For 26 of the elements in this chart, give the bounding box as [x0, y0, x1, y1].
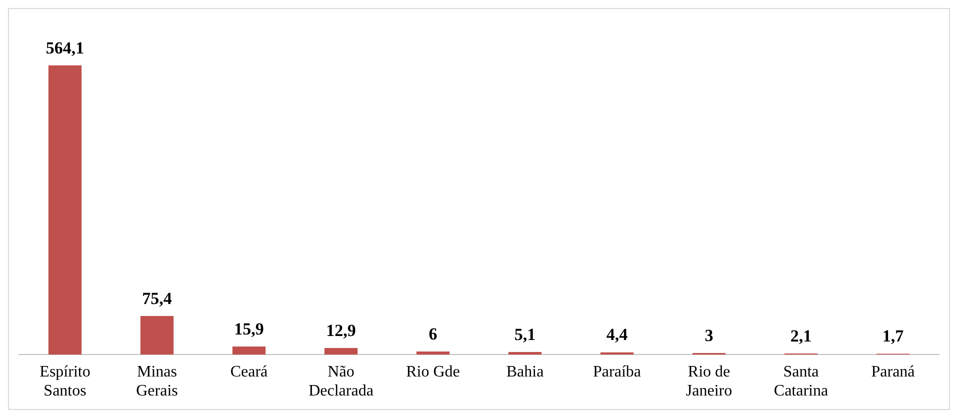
bar	[416, 352, 450, 355]
data-label: 4,4	[606, 325, 628, 344]
bar	[508, 352, 542, 355]
x-tick-label: Rio de Janeiro	[686, 363, 732, 400]
bar	[140, 316, 174, 355]
data-label: 75,4	[142, 288, 172, 308]
x-tick-label: Paraíba	[593, 363, 641, 380]
x-tick-label: Bahia	[506, 363, 544, 380]
data-label: 5,1	[514, 324, 536, 344]
bar	[324, 348, 358, 355]
data-label: 3	[704, 326, 714, 345]
data-label: 1,7	[882, 326, 904, 346]
data-label: 6	[428, 324, 438, 344]
data-label: 564,1	[46, 38, 84, 58]
x-tick-label: Minas Gerais	[136, 363, 178, 400]
data-label: 15,9	[234, 319, 264, 338]
x-tick-label: Santa Catarina	[774, 363, 828, 400]
x-tick-label: Rio Gde	[406, 363, 460, 380]
data-label: 2,1	[790, 326, 812, 346]
x-tick-label: Espírito Santos	[40, 363, 90, 400]
x-tick-label: Não Declarada	[308, 363, 374, 400]
bar	[48, 65, 82, 355]
data-label: 12,9	[326, 320, 356, 340]
bar	[232, 346, 266, 355]
x-tick-label: Ceará	[230, 363, 268, 380]
x-tick-label: Paraná	[871, 363, 915, 380]
